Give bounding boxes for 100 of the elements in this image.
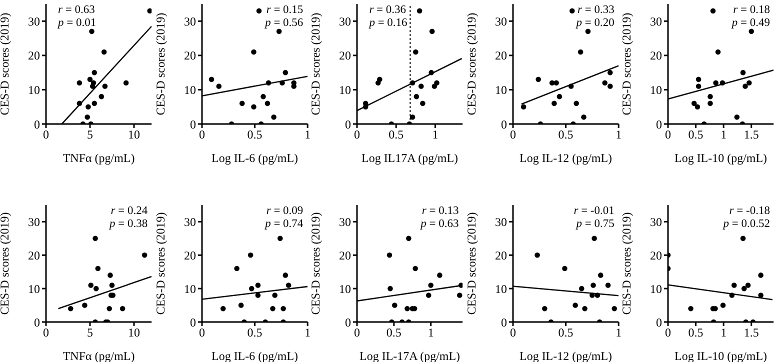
point — [716, 49, 722, 55]
point — [279, 80, 284, 86]
point — [412, 266, 418, 272]
point — [270, 306, 275, 312]
point — [457, 292, 462, 298]
y-axis-title: CES-D scores (2019) — [620, 212, 634, 315]
point — [605, 282, 610, 288]
point — [92, 236, 98, 242]
point — [720, 80, 726, 86]
point — [426, 292, 432, 298]
point — [740, 236, 746, 242]
y-tick-label: 0 — [656, 117, 662, 132]
y-tick-label: 10 — [28, 82, 40, 97]
y-tick-label: 10 — [650, 82, 662, 97]
annotation: p = 0.16 — [369, 17, 408, 29]
y-axis-title: CES-D scores (2019) — [308, 12, 322, 116]
point — [710, 8, 716, 14]
point — [535, 76, 541, 82]
x-tick-label: 0.5 — [688, 326, 704, 340]
annotation: r = -0.01 — [574, 205, 614, 217]
y-tick-label: 20 — [184, 248, 196, 262]
x-tick-label: 0.5 — [386, 326, 402, 340]
y-tick-label: 30 — [650, 214, 662, 229]
y-tick-label: 0 — [34, 117, 40, 132]
point — [410, 80, 416, 86]
point — [76, 80, 82, 86]
x-tick-label: 0 — [510, 326, 516, 340]
annotation: p = 0.56 — [265, 17, 304, 29]
y-tick-label: 20 — [650, 48, 662, 63]
point — [607, 70, 613, 76]
point — [216, 84, 222, 89]
y-tick-label: 0 — [345, 117, 352, 132]
point — [562, 266, 568, 272]
annotation: r = 0.13 — [422, 205, 459, 217]
point — [147, 8, 152, 14]
point — [254, 282, 260, 288]
point — [740, 70, 746, 76]
point — [746, 80, 752, 86]
point — [696, 84, 702, 89]
x-tick-label: 0 — [665, 326, 672, 340]
point — [95, 266, 101, 272]
point — [89, 28, 94, 34]
point — [270, 114, 276, 120]
x-tick-label: 1 — [720, 128, 727, 142]
point — [692, 100, 698, 106]
x-tick-label: 1.5 — [744, 326, 760, 340]
x-tick-label: 1 — [428, 326, 434, 340]
y-tick-label: 30 — [184, 14, 196, 28]
point — [542, 306, 548, 312]
y-tick-label: 10 — [339, 282, 352, 296]
point — [388, 286, 394, 292]
point — [238, 302, 244, 308]
point — [688, 306, 694, 312]
point — [101, 49, 107, 55]
x-tick-label: 0.5 — [558, 326, 574, 340]
point — [410, 114, 416, 120]
annotation: r = 0.33 — [578, 4, 614, 16]
point — [585, 28, 590, 34]
x-tick-label: 0 — [198, 128, 205, 142]
x-tick-label: 1 — [432, 128, 438, 142]
point — [94, 286, 99, 292]
y-tick-label: 30 — [28, 214, 40, 229]
y-tick-label: 0 — [345, 315, 352, 330]
point — [708, 94, 714, 100]
point — [578, 286, 584, 292]
point — [250, 104, 256, 110]
point — [594, 292, 600, 298]
point — [742, 286, 748, 292]
x-axis-title: Log IL-12 (pg/mL) — [519, 150, 612, 165]
y-tick-label: 30 — [28, 14, 40, 28]
y-tick-label: 20 — [184, 48, 196, 63]
x-tick-label: 5 — [86, 128, 93, 142]
point — [695, 104, 700, 110]
point — [418, 84, 424, 89]
y-tick-label: 0 — [500, 315, 507, 330]
x-tick-label: 1.5 — [744, 128, 760, 142]
point — [591, 236, 597, 242]
point — [758, 292, 764, 298]
point — [406, 236, 412, 242]
y-tick-label: 10 — [184, 282, 196, 296]
point — [120, 306, 126, 312]
x-tick-label: 0.5 — [688, 128, 704, 142]
point — [413, 49, 418, 55]
point — [578, 49, 584, 55]
annotation: r = 0.18 — [733, 4, 770, 16]
annotation: p = 0.38 — [109, 218, 148, 230]
point — [123, 80, 129, 86]
point — [239, 100, 244, 106]
y-axis-title: CES-D scores (2019) — [0, 12, 12, 116]
point — [280, 306, 286, 312]
point — [534, 252, 540, 258]
point — [714, 80, 719, 86]
point — [377, 76, 383, 82]
point — [248, 252, 253, 258]
point — [108, 272, 113, 278]
x-axis-title: TNFα (pg/mL) — [62, 150, 135, 165]
point — [76, 100, 82, 106]
point — [276, 28, 282, 34]
annotation: p = 0.49 — [732, 17, 770, 29]
x-tick-label: 0 — [510, 128, 516, 142]
